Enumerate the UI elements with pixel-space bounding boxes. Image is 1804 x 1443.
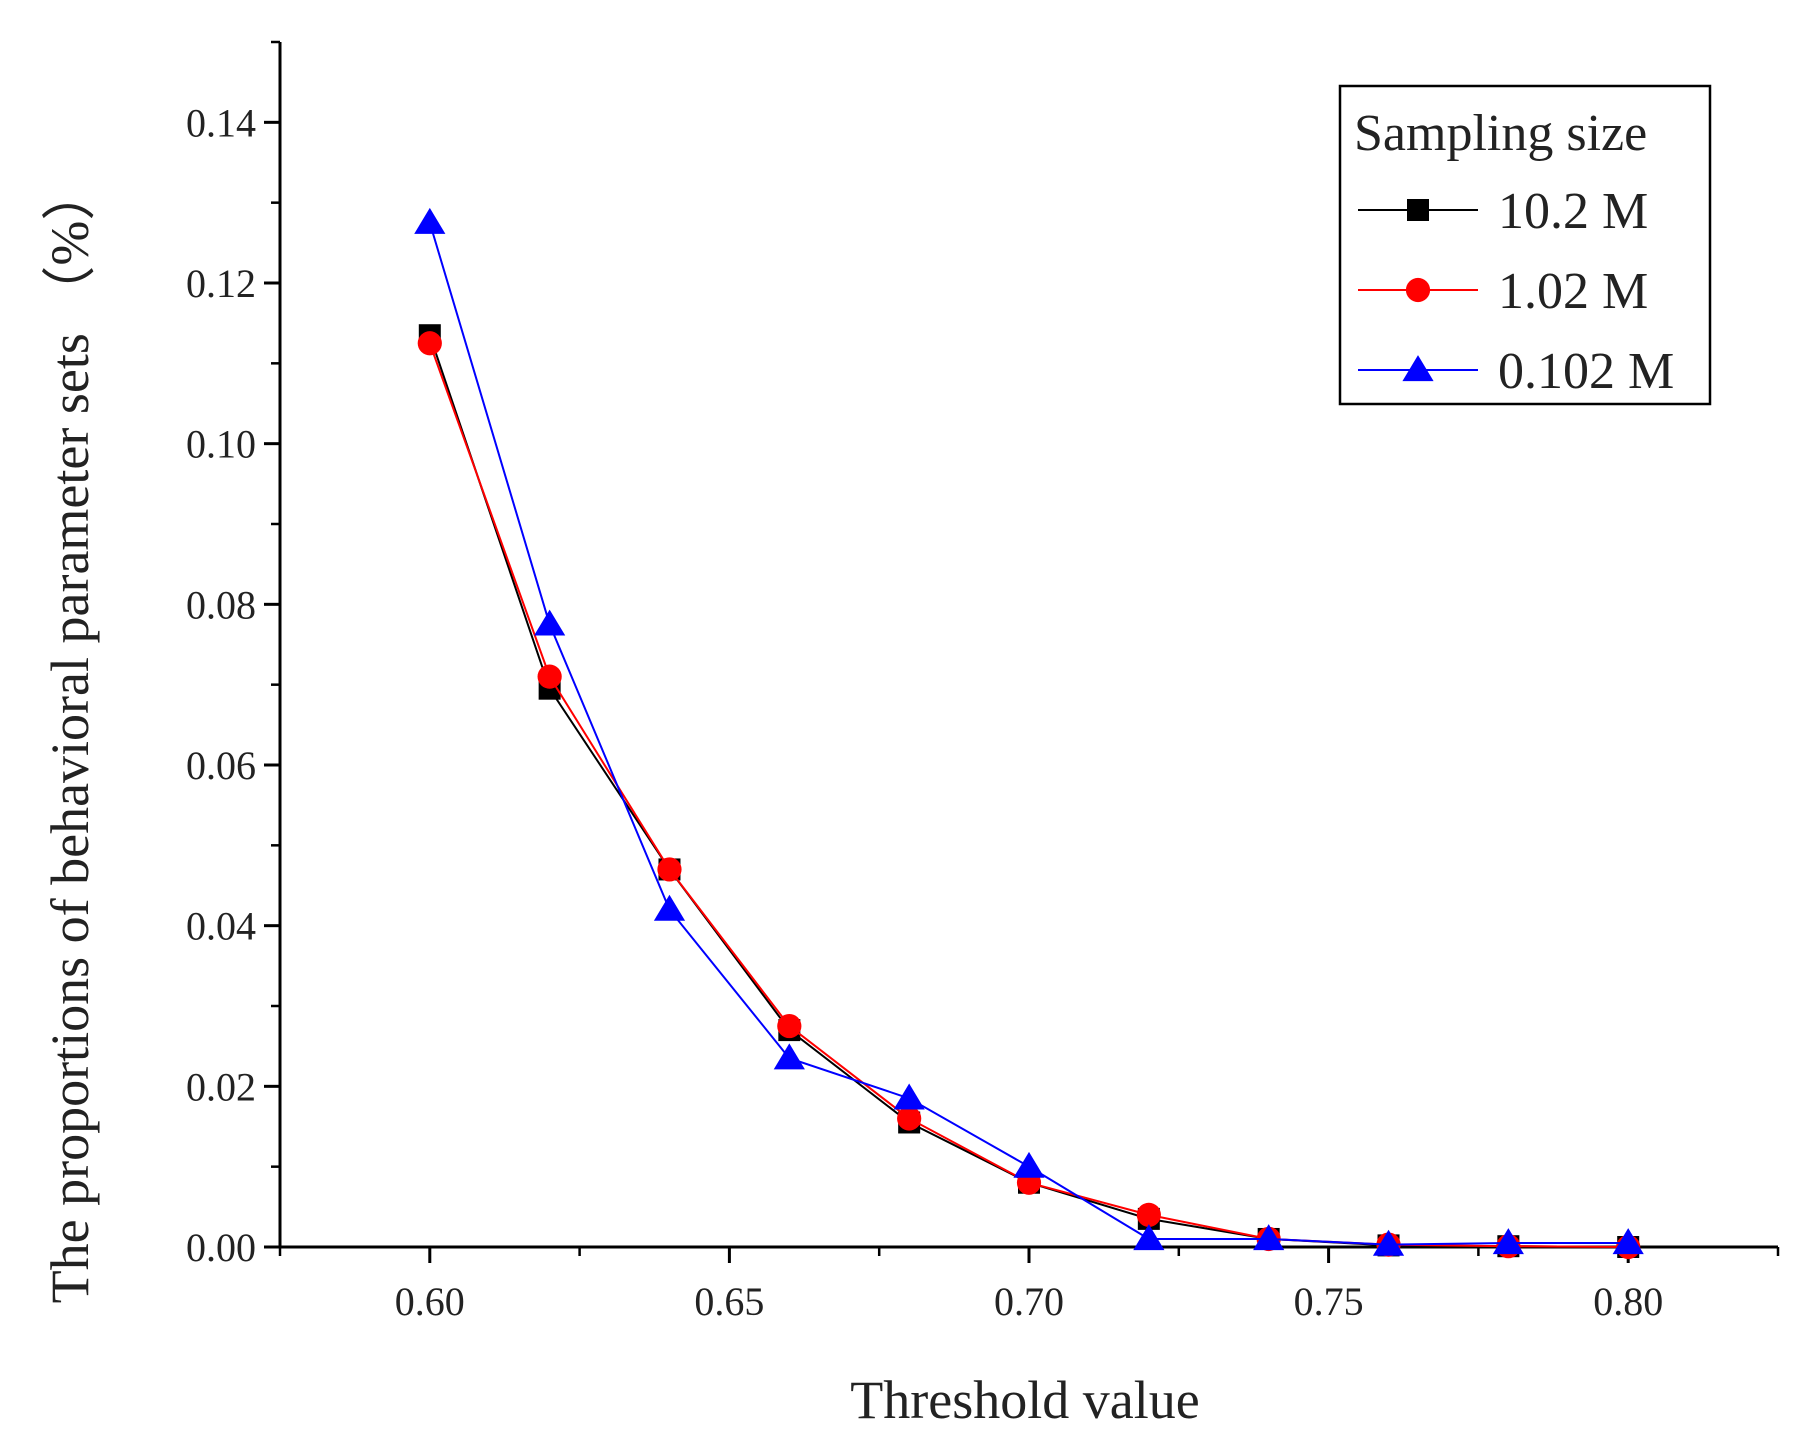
x-tick-label: 0.75 [1294,1279,1364,1324]
data-point [1136,1202,1161,1227]
legend-box [1338,84,1712,406]
y-tick-label: 0.08 [186,582,256,627]
x-tick-label: 0.70 [994,1279,1064,1324]
legend-swatch-marker [1405,277,1431,303]
data-point [1013,1151,1045,1178]
series-1.02-m [417,331,1641,1260]
series-10.2-m [418,324,1640,1258]
y-tick-label: 0.04 [186,904,256,949]
data-point [1492,1228,1524,1255]
data-point [537,664,562,689]
series-0.102-m [414,207,1644,1256]
x-tick-label: 0.60 [395,1279,465,1324]
data-point [1253,1224,1285,1251]
data-point [897,1106,922,1131]
data-point [534,609,566,636]
y-axis-title: The proportions of behavioral parameter … [40,167,100,1304]
legend-title: Sampling size [1354,105,1647,162]
data-point [1372,1229,1405,1256]
axes: 0.00 0.02 0.04 0.06 0.08 0.10 0.12 0.14 0.60 0.65… [186,40,1780,1324]
data-point [653,894,686,921]
legend-label: 10.2 M [1498,183,1648,240]
x-tick-label: 0.80 [1593,1279,1663,1324]
data-point [893,1083,925,1110]
x-tick-label: 0.65 [694,1279,764,1324]
y-tick-label: 0.06 [186,743,256,788]
y-tick-label: 0.00 [186,1225,256,1270]
data-point [657,857,682,882]
legend-swatch-marker [1407,199,1429,221]
legend: Sampling size 10.2 M 1.02 M 0.102 M [1338,84,1712,406]
series-line [428,342,1629,1248]
data-point [414,207,446,234]
data-point [777,1013,802,1039]
legend-label: 1.02 M [1498,263,1648,320]
data-point [1612,1228,1644,1255]
data-point [773,1043,805,1070]
data-point [1133,1224,1165,1251]
legend-swatch-marker [1402,355,1434,382]
y-tick-label: 0.02 [186,1064,256,1109]
y-tick-label: 0.14 [186,100,256,145]
x-axis-title: Threshold value [850,1370,1199,1430]
series-layer [414,207,1644,1260]
y-tick-label: 0.10 [186,422,256,467]
legend-label: 0.102 M [1498,343,1674,400]
series-line [428,334,1629,1248]
y-tick-label: 0.12 [186,261,256,306]
data-point [417,331,442,356]
